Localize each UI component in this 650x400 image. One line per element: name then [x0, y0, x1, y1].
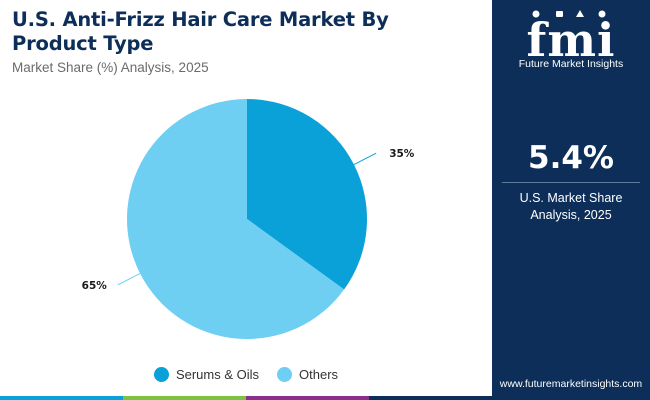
pie-slice-serums-oils: [247, 99, 368, 290]
legend-swatch-others: [277, 367, 293, 382]
logo-wordmark: fmi: [527, 13, 616, 67]
legend-swatch-serums-oils: [153, 367, 169, 382]
bottom-color-bar: [0, 396, 492, 400]
leader-line-others: [117, 271, 143, 286]
logo-globe-icon: [532, 10, 540, 18]
chart-title: U.S. Anti-Frizz Hair Care Market By Prod…: [12, 8, 389, 55]
summary-panel: fmi Future Market Insights 5.4% U.S. Mar…: [492, 0, 650, 400]
brand-name: Future Market Insights: [518, 58, 624, 70]
bottom-bar-segment-2: [123, 396, 246, 400]
bottom-bar-segment-4: [369, 396, 492, 400]
stat-divider: [502, 182, 640, 183]
data-label-serums-oils: 35%: [389, 148, 415, 160]
market-share-caption: U.S. Market Share Analysis, 2025: [492, 190, 650, 224]
bottom-bar-segment-1: [0, 396, 123, 400]
logo-person-icon: [598, 10, 606, 18]
logo-flask-icon: [576, 10, 584, 17]
chart-legend: Serums & Oils Others: [0, 367, 492, 382]
caption-line-2: Analysis, 2025: [530, 208, 612, 222]
fmi-logo: fmi: [527, 10, 616, 67]
leader-line-serums-oils: [351, 152, 377, 167]
pie-slice-others: [127, 99, 345, 339]
logo-chart-icon: [556, 11, 563, 17]
chart-subtitle: Market Share (%) Analysis, 2025: [12, 60, 209, 75]
website-link[interactable]: www.futuremarketinsights.com: [499, 378, 643, 390]
pie-chart: 35% 65%: [82, 99, 415, 339]
legend-label-others: Others: [299, 367, 339, 382]
market-share-value: 5.4%: [528, 140, 614, 176]
logo-icons: [532, 10, 606, 18]
legend-label-serums-oils: Serums & Oils: [175, 367, 260, 382]
legend-item-others: Others: [277, 367, 338, 382]
caption-line-1: U.S. Market Share: [519, 191, 623, 205]
data-label-others: 65%: [82, 280, 108, 292]
bottom-bar-segment-3: [246, 396, 369, 400]
legend-item-serums-oils: Serums & Oils: [153, 367, 260, 382]
